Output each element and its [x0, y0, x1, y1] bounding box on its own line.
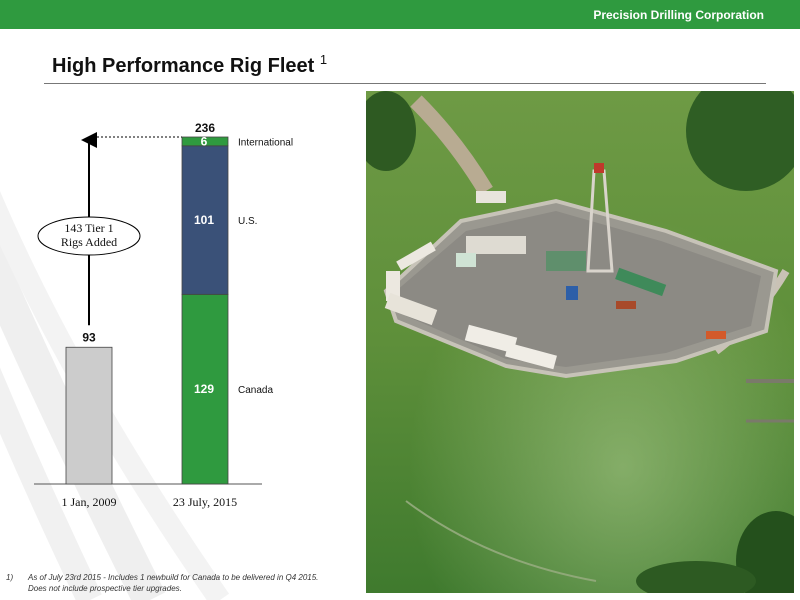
- annotation-line-1: 143 Tier 1: [64, 221, 113, 235]
- decorative-swoosh: [0, 191, 230, 600]
- annotation-line-2: Rigs Added: [61, 235, 117, 249]
- title-text: High Performance Rig Fleet: [52, 55, 315, 77]
- segment-label: 129: [194, 382, 214, 396]
- bar-total-label: 236: [195, 121, 215, 135]
- bar-1-u-s-: [181, 145, 229, 295]
- bar-1-canada: [181, 293, 229, 485]
- drilling-rig-aerial-photo: [366, 91, 794, 593]
- series-label: International: [238, 137, 293, 148]
- annotation-bubble: [37, 216, 141, 256]
- slide-title: High Performance Rig Fleet 1: [52, 52, 328, 78]
- bar-1-international: [181, 136, 229, 147]
- brand-name: Precision Drilling Corporation: [593, 8, 764, 22]
- series-label: U.S.: [238, 216, 257, 227]
- segment-label: 6: [201, 134, 208, 148]
- x-tick-label: 1 Jan, 2009: [62, 495, 117, 509]
- footnote-number: 1): [6, 573, 14, 582]
- segment-label: 101: [194, 213, 214, 227]
- title-footnote-mark: 1: [319, 52, 328, 67]
- bar-total-label: 93: [82, 330, 96, 344]
- header-bar: Precision Drilling Corporation: [0, 0, 800, 29]
- bar-0-canada: [65, 346, 113, 485]
- series-label: Canada: [238, 385, 273, 396]
- x-tick-label: 23 July, 2015: [173, 495, 237, 509]
- title-divider: [44, 83, 766, 84]
- footnote-text: As of July 23rd 2015 - Includes 1 newbui…: [28, 573, 319, 593]
